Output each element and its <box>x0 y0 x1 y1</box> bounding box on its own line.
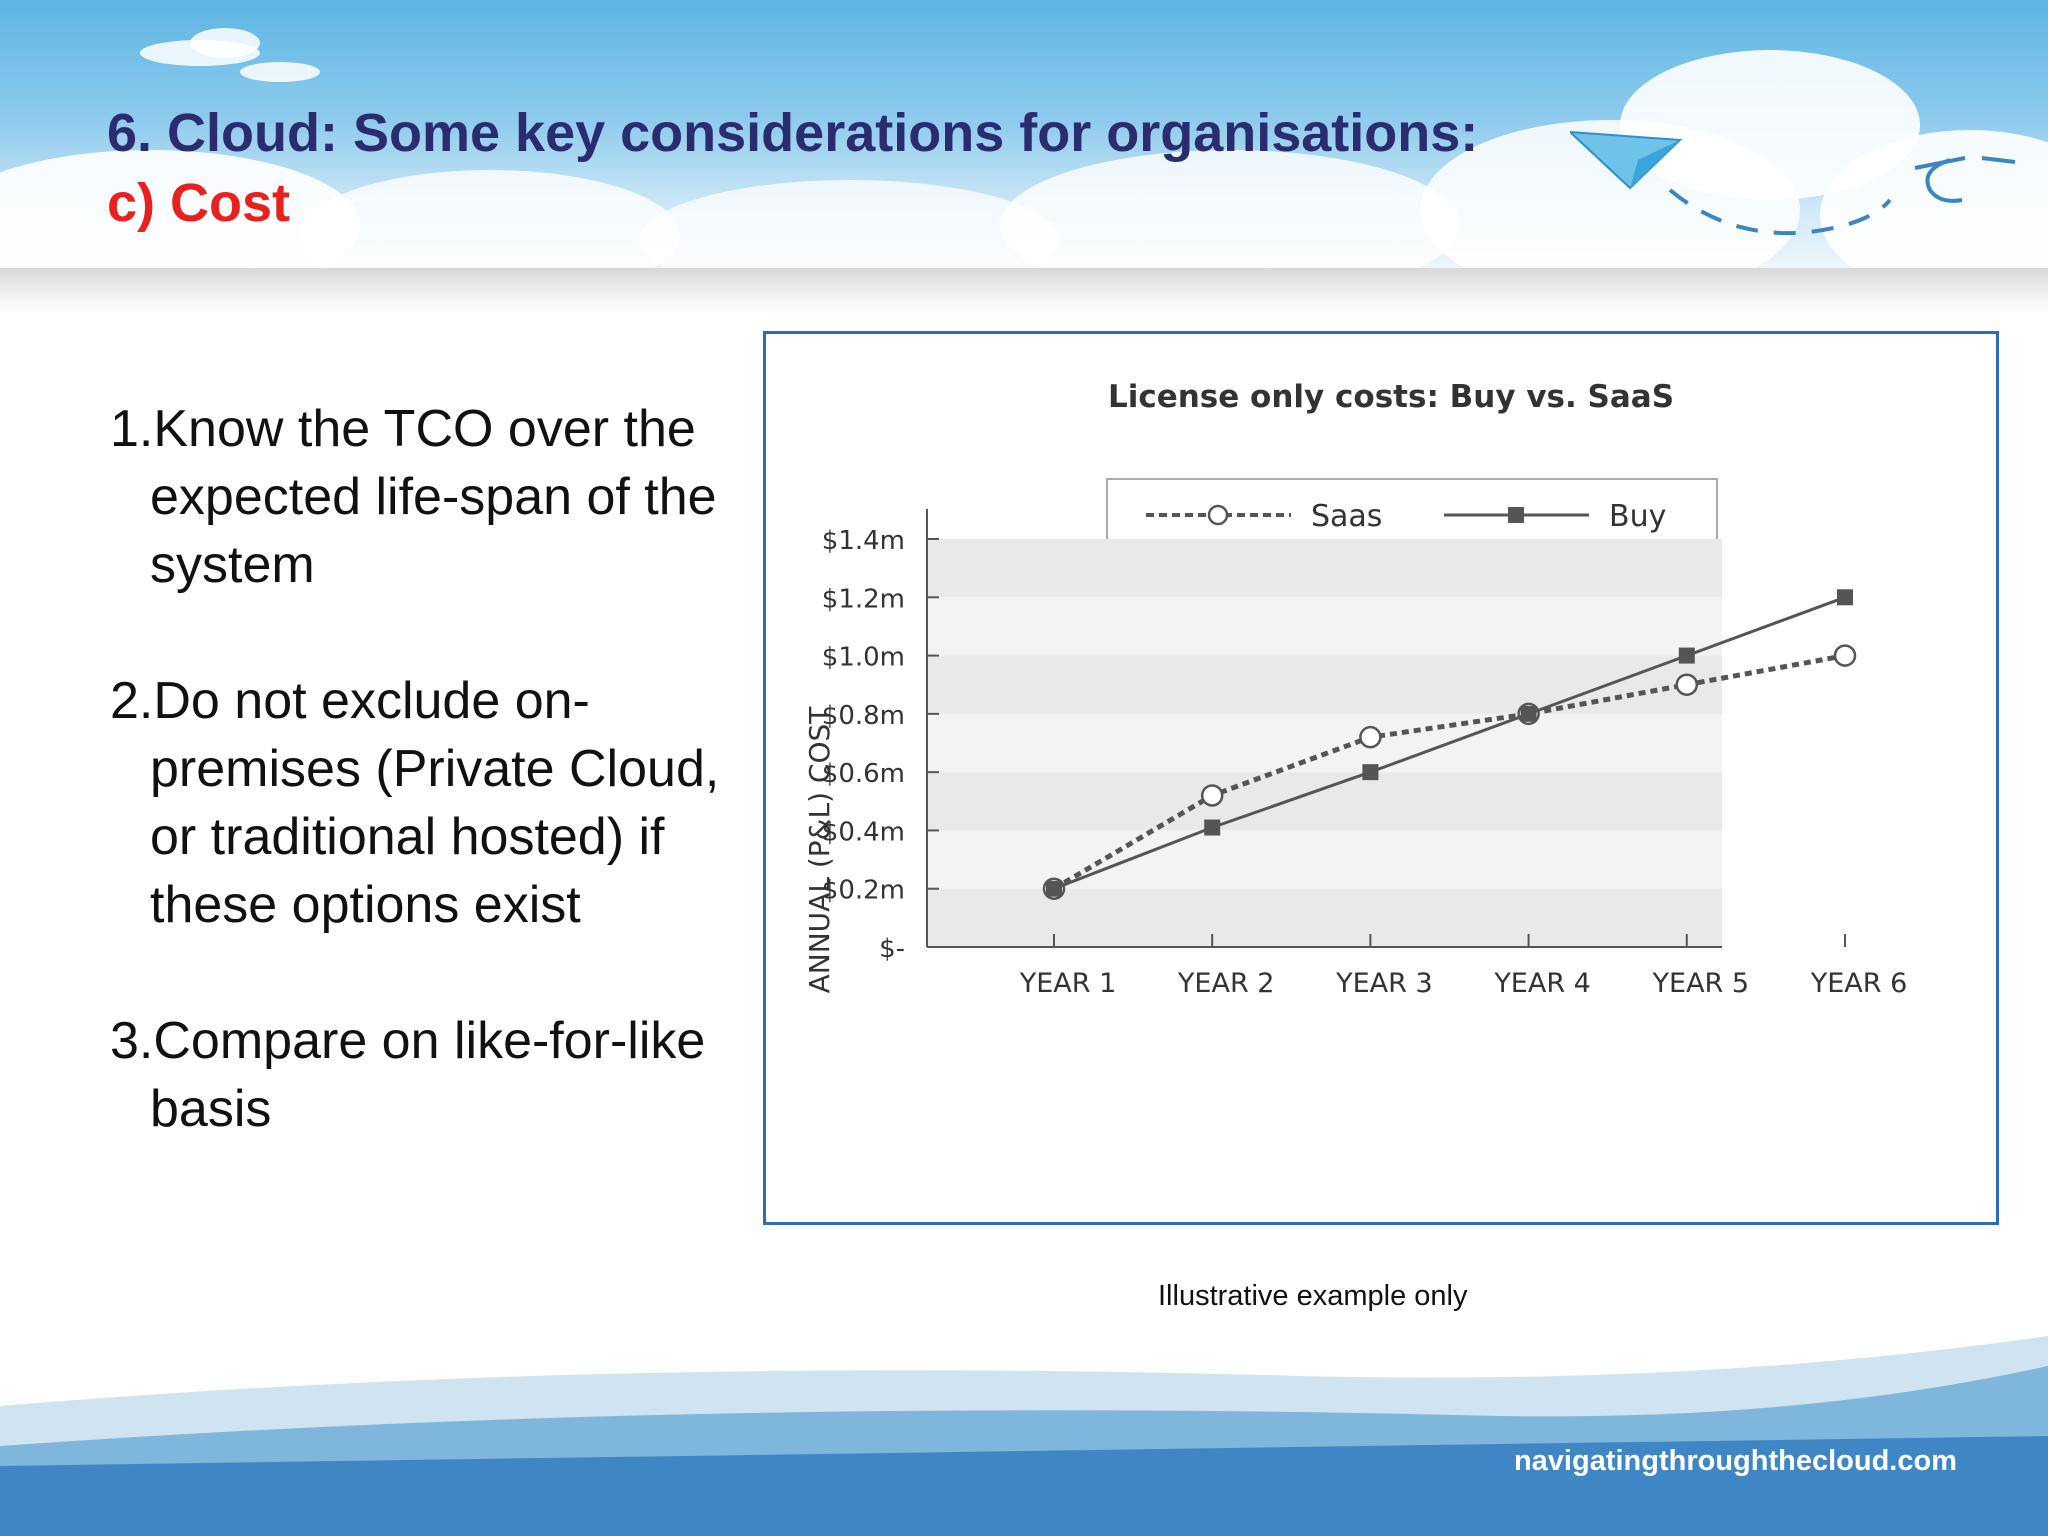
x-tick-label: YEAR 3 <box>1335 968 1433 999</box>
header-sky <box>0 0 2048 270</box>
point-saas <box>1200 784 1224 807</box>
bullet-list: 1.Know the TCO over the expected life-sp… <box>110 395 760 1211</box>
x-tick-label: YEAR 4 <box>1493 968 1591 999</box>
y-tick-label: $- <box>879 934 905 964</box>
y-tick-label: $0.6m <box>822 759 905 789</box>
chart-caption: Illustrative example only <box>1158 1280 1468 1312</box>
header-divider <box>0 268 2048 316</box>
footer-wave <box>0 1336 2048 1536</box>
cloud <box>1000 150 1460 270</box>
legend-buy-label: Buy <box>1609 499 1666 534</box>
footer-url: navigatingthroughthecloud.com <box>1513 1445 1957 1477</box>
y-tick-label: $0.2m <box>822 876 905 906</box>
cloud <box>240 62 320 82</box>
cloud <box>300 170 680 270</box>
cloud <box>190 28 260 58</box>
grid-band <box>927 597 1722 656</box>
x-tick-label: YEAR 6 <box>1810 968 1908 999</box>
paper-plane-icon <box>1570 130 2016 236</box>
list-item: 2.Do not exclude on-premises (Private Cl… <box>110 672 720 934</box>
list-item: 1.Know the TCO over the expected life-sp… <box>110 400 717 594</box>
grid-band <box>927 713 1722 773</box>
series-line-saas <box>1052 653 1846 891</box>
point-buy <box>1678 647 1695 664</box>
x-tick-label: YEAR 2 <box>1177 968 1275 999</box>
series-line-buy <box>1053 595 1846 891</box>
point-buy <box>1046 880 1062 897</box>
point-saas <box>1359 725 1382 749</box>
x-tick-label: YEAR 1 <box>1019 968 1117 999</box>
grid-band <box>927 830 1722 889</box>
grid-band <box>927 772 1722 831</box>
y-axis-label: ANNUAL (P&L) COST <box>803 706 836 994</box>
grid-band <box>927 539 1722 598</box>
point-buy <box>1362 764 1379 781</box>
slide-title: 6. Cloud: Some key considerations for or… <box>107 103 1479 163</box>
legend-saas-label: Saas <box>1311 499 1382 534</box>
point-buy <box>1837 589 1853 606</box>
grid-band <box>927 888 1722 947</box>
point-saas <box>1833 644 1857 667</box>
point-buy <box>1204 819 1221 836</box>
y-tick-label: $1.4m <box>822 526 905 556</box>
chart-title: License only costs: Buy vs. SaaS <box>1108 379 1674 415</box>
plot-area: $- $0.2m $0.4m $0.6m $0.8m $1.0m $1.2m $1.4m YEA… <box>822 509 1907 999</box>
legend-saas-marker <box>1207 504 1229 526</box>
legend-buy-marker <box>1508 507 1524 523</box>
point-buy <box>1520 705 1537 722</box>
cloud <box>640 180 1060 270</box>
chart-frame: License only costs: Buy vs. SaaS Saas Bu… <box>763 331 1999 1225</box>
x-tick-label: YEAR 5 <box>1652 968 1750 999</box>
y-tick-label: $0.4m <box>822 817 905 847</box>
y-tick-label: $1.2m <box>822 584 905 614</box>
y-tick-label: $0.8m <box>822 701 905 731</box>
y-tick-label: $1.0m <box>822 643 905 673</box>
slide-subtitle: c) Cost <box>107 173 291 233</box>
point-saas <box>1675 673 1699 696</box>
grid-band <box>927 655 1722 714</box>
list-item: 3.Compare on like-for-like basis <box>110 1012 706 1138</box>
line-chart: License only costs: Buy vs. SaaS Saas Bu… <box>803 379 1907 999</box>
